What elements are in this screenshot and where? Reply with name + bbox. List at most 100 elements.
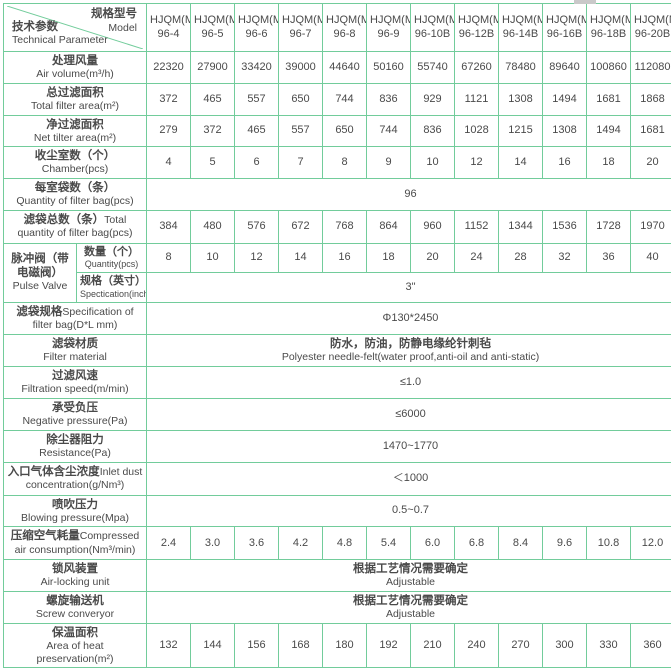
model-family: HJQM(M) [414, 14, 451, 27]
label-cn: 滤袋总数（条） [24, 214, 105, 226]
model-family: HJQM(M) [502, 14, 539, 27]
table-row: 每室袋数（条）Quantity of filter bag(pcs)96 [4, 179, 671, 211]
value-cell: 112080 [631, 52, 671, 84]
value-cell: 100860 [587, 52, 631, 84]
model-number: 96-4 [150, 28, 187, 41]
sub-label-en: Spectication(inch) [80, 289, 143, 300]
label-cn: 压缩空气耗量 [11, 530, 80, 542]
label-cn: 过滤风速 [7, 369, 143, 383]
label-en: Air volume(m³/h) [7, 68, 143, 81]
value-cell: 10.8 [587, 527, 631, 560]
parameter-label-pulse-valve: 脉冲阀（带电磁阀）Pulse Valve [4, 243, 77, 302]
value-cell: 9.6 [543, 527, 587, 560]
label-cn: 锁风装置 [7, 562, 143, 576]
merged-cn: 根据工艺情况需要确定 [150, 562, 671, 576]
value-cell: 240 [455, 623, 499, 668]
value-cell: 672 [279, 211, 323, 244]
model-number: 96-10B [414, 28, 451, 41]
model-number: 96-12B [458, 28, 495, 41]
value-cell: 6 [235, 147, 279, 179]
merged-value-cell: 3" [147, 273, 671, 302]
merged-value-cell: 1470~1770 [147, 430, 671, 462]
model-header-cell: HJQM(M)96-14B [499, 4, 543, 52]
label-en: Total filter area(m²) [7, 100, 143, 113]
parameter-label: 压缩空气耗量Compressed air consumption(Nm³/min… [4, 527, 147, 560]
sub-label-specification: 规格（英寸）Spectication(inch) [77, 273, 147, 302]
label-cn: 滤袋规格 [16, 306, 62, 318]
merged-en: Adjustable [150, 576, 671, 589]
value-cell: 144 [191, 623, 235, 668]
value-cell: 40 [631, 243, 671, 272]
value-cell: 557 [235, 83, 279, 115]
value-cell: 7 [279, 147, 323, 179]
model-header-cell: HJQM(M)96-6 [235, 4, 279, 52]
value-cell: 132 [147, 623, 191, 668]
label-cn: 每室袋数（条） [7, 181, 143, 195]
label-cn: 滤袋材质 [7, 337, 143, 351]
merged-value-cell: ≤1.0 [147, 367, 671, 399]
model-family: HJQM(M) [326, 14, 363, 27]
value-cell: 1308 [499, 83, 543, 115]
value-cell: 156 [235, 623, 279, 668]
value-cell: 1681 [631, 115, 671, 147]
value-cell: 8 [147, 243, 191, 272]
value-cell: 28 [499, 243, 543, 272]
value-cell: 180 [323, 623, 367, 668]
model-header-cell: HJQM(M)96-7 [279, 4, 323, 52]
value-cell: 16 [543, 147, 587, 179]
value-cell: 1152 [455, 211, 499, 244]
label-cn: 喷吹压力 [7, 498, 143, 512]
value-cell: 16 [323, 243, 367, 272]
label-en: Blowing pressure(Mpa) [7, 512, 143, 525]
value-cell: 4 [147, 147, 191, 179]
label-en: Screw converyor [7, 608, 143, 621]
model-number: 96-5 [194, 28, 231, 41]
label-cn: 总过滤面积 [7, 86, 143, 100]
value-cell: 18 [587, 147, 631, 179]
value-cell: 360 [631, 623, 671, 668]
value-cell: 5 [191, 147, 235, 179]
value-cell: 44640 [323, 52, 367, 84]
label-en: Net tilter area(m²) [7, 132, 143, 145]
value-cell: 78480 [499, 52, 543, 84]
model-number: 96-8 [326, 28, 363, 41]
label-cn: 净过滤面积 [7, 118, 143, 132]
value-cell: 1308 [543, 115, 587, 147]
model-number: 96-7 [282, 28, 319, 41]
model-header-cell: HJQM(M)96-20B [631, 4, 671, 52]
label-en: Pulse Valve [7, 280, 73, 293]
value-cell: 9 [367, 147, 411, 179]
value-cell: 1970 [631, 211, 671, 244]
value-cell: 836 [411, 115, 455, 147]
value-cell: 12 [455, 147, 499, 179]
model-family: HJQM(M) [458, 14, 495, 27]
sub-label-quantity: 数量（个）Quantity(pcs) [77, 243, 147, 272]
model-number: 96-14B [502, 28, 539, 41]
value-cell: 768 [323, 211, 367, 244]
model-header-cell: HJQM(M)96-9 [367, 4, 411, 52]
label-cn: 螺旋输送机 [7, 594, 143, 608]
label-cn: 保温面积 [7, 626, 143, 640]
value-cell: 3.0 [191, 527, 235, 560]
model-family: HJQM(M) [282, 14, 319, 27]
value-cell: 39000 [279, 52, 323, 84]
value-cell: 27900 [191, 52, 235, 84]
value-cell: 1494 [543, 83, 587, 115]
model-number: 96-20B [634, 28, 671, 41]
value-cell: 1344 [499, 211, 543, 244]
value-cell: 1494 [587, 115, 631, 147]
table-row: 压缩空气耗量Compressed air consumption(Nm³/min… [4, 527, 671, 560]
